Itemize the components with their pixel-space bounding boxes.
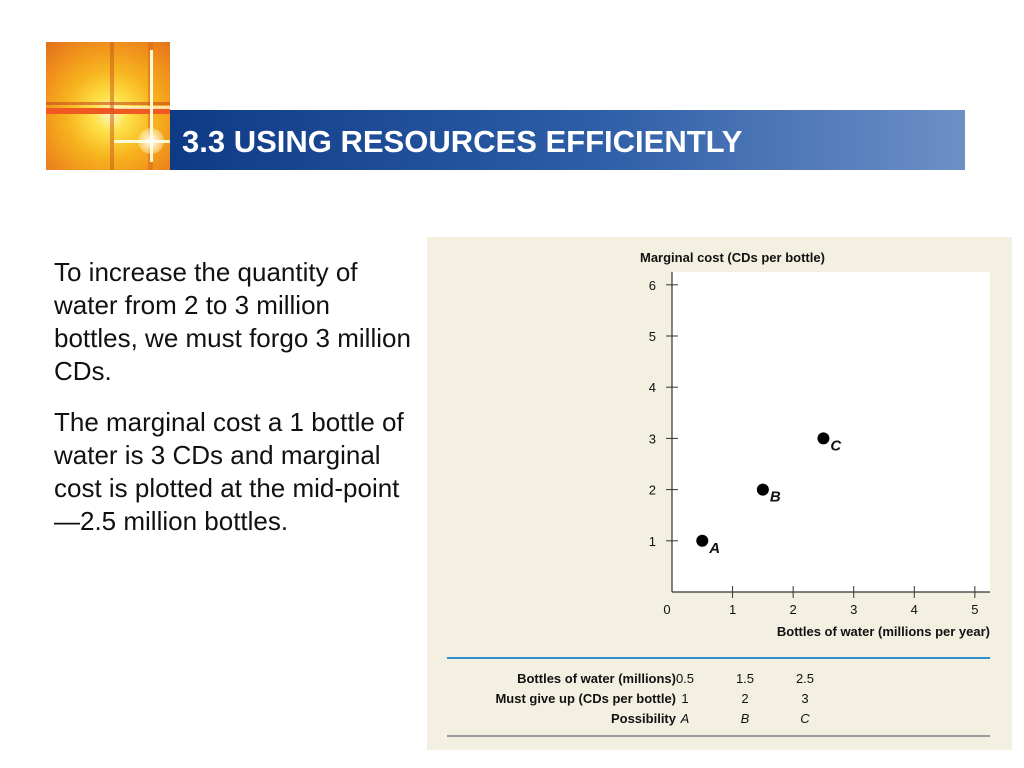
table-row: Must give up (CDs per bottle) 1 2 3 (427, 691, 1012, 709)
x-tick-label: 1 (729, 602, 736, 617)
x-tick-label: 5 (971, 602, 978, 617)
point-label-c: C (830, 437, 842, 454)
data-point-b (756, 483, 769, 496)
point-label-b: B (770, 489, 781, 506)
table-bottom-rule (447, 735, 990, 737)
x-tick-label: 0 (663, 602, 670, 617)
y-tick-label: 6 (649, 278, 656, 293)
table-top-rule (447, 657, 990, 659)
paragraph-2: The marginal cost a 1 bottle of water is… (54, 407, 404, 536)
table-row-label: Must give up (CDs per bottle) (495, 691, 676, 706)
table-cell: A (680, 711, 690, 726)
table-cell: 1.5 (735, 671, 755, 686)
table-cell: 1 (681, 691, 689, 706)
table-cell: 2 (741, 691, 749, 706)
plot-area (672, 272, 990, 592)
body-text: To increase the quantity of water from 2… (54, 256, 414, 556)
logo (46, 42, 170, 170)
x-tick-label: 2 (790, 602, 797, 617)
title-bar: 3.3 USING RESOURCES EFFICIENTLY (170, 110, 965, 170)
page-title: 3.3 USING RESOURCES EFFICIENTLY (182, 124, 743, 159)
y-tick-label: 1 (649, 534, 656, 549)
x-axis-label: Bottles of water (millions per year) (777, 624, 990, 639)
y-tick-label: 3 (649, 431, 656, 446)
x-tick-label: 3 (850, 602, 857, 617)
table-row-label: Bottles of water (millions) (517, 671, 676, 686)
y-axis-label: Marginal cost (CDs per bottle) (640, 250, 825, 265)
y-tick-label: 2 (649, 483, 656, 498)
table-cell: 0.5 (675, 671, 695, 686)
y-tick-label: 5 (649, 329, 656, 344)
x-tick-label: 4 (911, 602, 918, 617)
marginal-cost-chart: Marginal cost (CDs per bottle) Bottles o… (640, 250, 990, 639)
table-cell: 2.5 (795, 671, 815, 686)
figure-panel: Marginal cost (CDs per bottle) Bottles o… (427, 237, 1012, 750)
table-cell: 3 (801, 691, 809, 706)
table-row: Bottles of water (millions) 0.5 1.5 2.5 (427, 671, 1012, 689)
table-cell: C (800, 711, 810, 726)
paragraph-1: To increase the quantity of water from 2… (54, 257, 411, 386)
golden-window-cross-icon (150, 50, 153, 162)
data-point-c (817, 432, 830, 445)
table-row-label: Possibility (610, 711, 676, 726)
table-cell: B (740, 711, 750, 726)
data-point-a (696, 534, 709, 547)
y-tick-label: 4 (649, 380, 656, 395)
point-label-a: A (708, 540, 720, 557)
table-row: Possibility A B C (427, 711, 1012, 729)
